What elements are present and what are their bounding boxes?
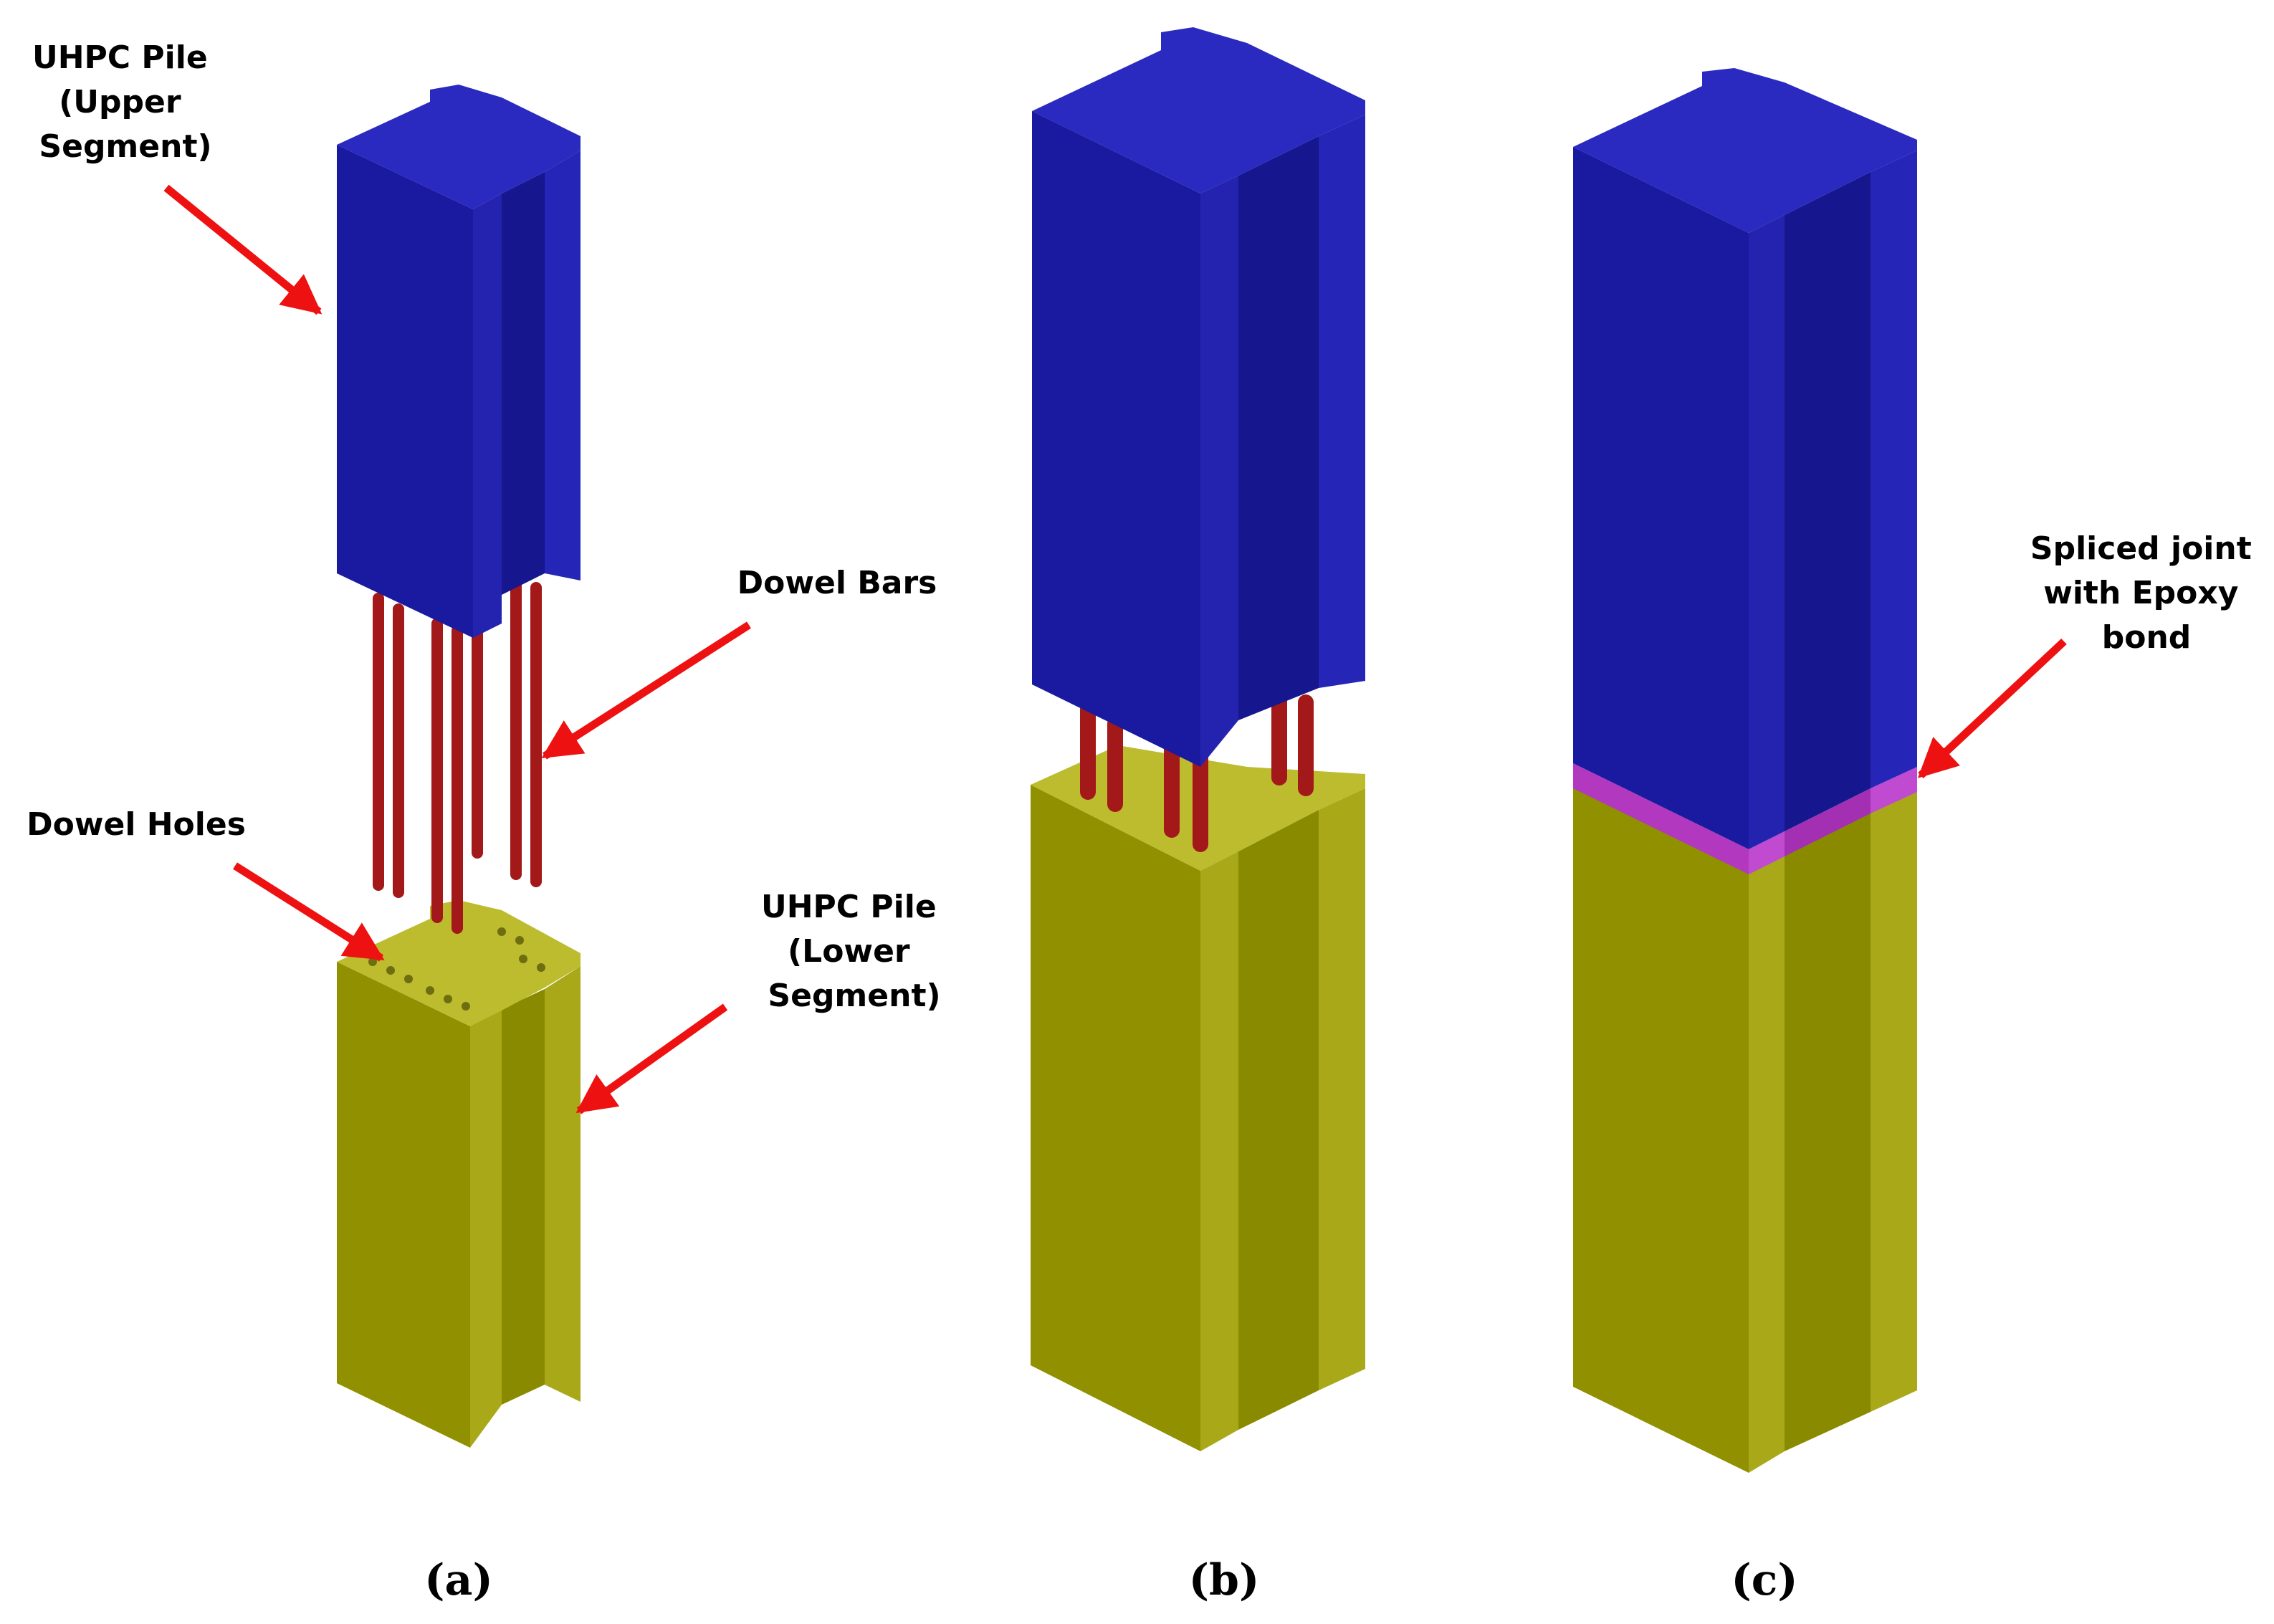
panel-c — [1573, 68, 1917, 1473]
dowel-holes-a — [368, 927, 545, 1011]
label-spliced-joint: Spliced joint with Epoxy bond — [2030, 530, 2263, 656]
lower-segment-c — [1573, 785, 1917, 1473]
arrow-spliced-joint — [1917, 638, 2067, 779]
arrow-upper-segment — [163, 184, 323, 315]
label-dowel-bars: Dowel Bars — [737, 565, 937, 601]
arrows — [163, 184, 2067, 1114]
arrow-lower-segment — [575, 1003, 728, 1114]
label-upper-segment: UHPC Pile (Upper Segment) — [32, 39, 219, 165]
label-dowel-holes: Dowel Holes — [27, 806, 246, 843]
label-lower-segment: UHPC Pile (Lower Segment) — [761, 889, 947, 1014]
panel-a — [337, 85, 581, 1448]
panel-b — [1031, 27, 1365, 1451]
caption-c: (c) — [1731, 1555, 1797, 1605]
dowel-bars-a — [373, 573, 542, 934]
dowel-bars-b — [1080, 684, 1314, 852]
epoxy-joint-c — [1573, 763, 1917, 874]
lower-segment-a — [337, 900, 581, 1448]
caption-a: (a) — [424, 1555, 493, 1605]
caption-b: (b) — [1189, 1555, 1260, 1605]
arrow-dowel-holes — [233, 862, 385, 962]
upper-segment-a — [337, 85, 581, 638]
upper-segment-b — [1032, 27, 1365, 767]
arrow-dowel-bars — [541, 621, 751, 760]
upper-segment-c — [1573, 68, 1917, 849]
